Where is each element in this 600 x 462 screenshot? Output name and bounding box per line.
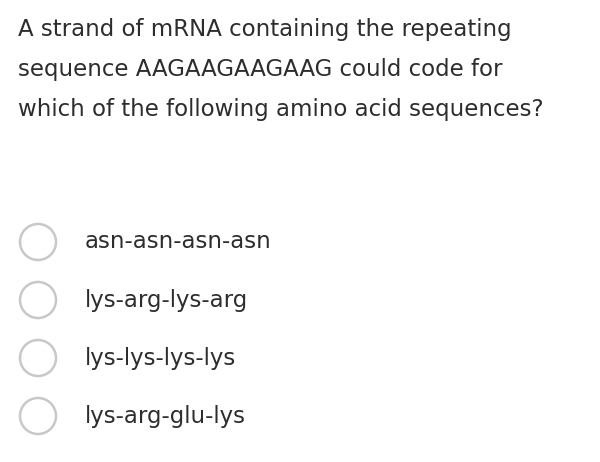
Text: sequence AAGAAGAAGAAG could code for: sequence AAGAAGAAGAAG could code for	[18, 58, 503, 81]
Text: lys-arg-glu-lys: lys-arg-glu-lys	[85, 405, 246, 427]
Text: lys-arg-lys-arg: lys-arg-lys-arg	[85, 288, 248, 311]
Text: lys-lys-lys-lys: lys-lys-lys-lys	[85, 346, 236, 370]
Text: A strand of mRNA containing the repeating: A strand of mRNA containing the repeatin…	[18, 18, 512, 41]
Text: which of the following amino acid sequences?: which of the following amino acid sequen…	[18, 98, 544, 121]
Text: asn-asn-asn-asn: asn-asn-asn-asn	[85, 231, 272, 254]
